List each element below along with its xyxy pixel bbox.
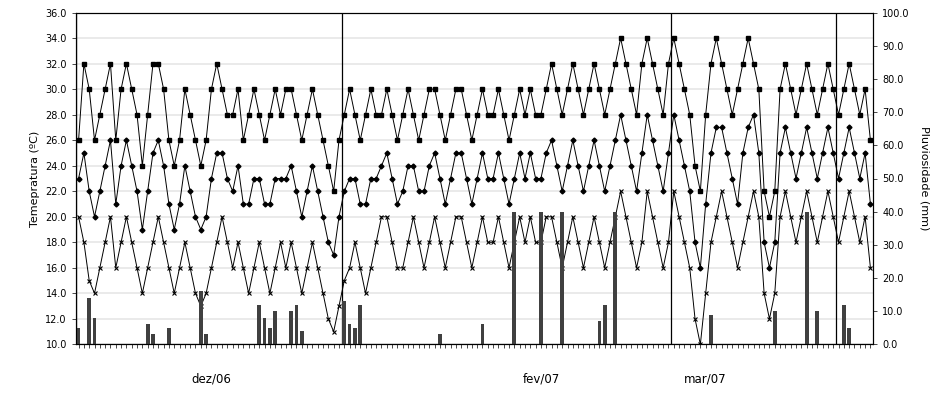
Bar (343, 301, 346, 344)
Bar (805, 212, 809, 344)
Bar (560, 212, 564, 344)
Bar (146, 325, 150, 344)
Text: mar/07: mar/07 (684, 372, 727, 385)
Bar (93, 318, 97, 344)
Bar (359, 304, 363, 344)
Bar (512, 212, 516, 344)
Bar (167, 328, 171, 344)
Text: dez/06: dez/06 (192, 372, 232, 385)
Bar (300, 331, 304, 344)
Bar (847, 328, 851, 344)
Bar (842, 304, 846, 344)
Bar (613, 212, 617, 344)
Bar (273, 311, 277, 344)
Bar (598, 321, 602, 344)
Bar (294, 304, 298, 344)
Bar (77, 328, 81, 344)
Y-axis label: Temepratura (ºC): Temepratura (ºC) (29, 130, 40, 227)
Bar (539, 212, 543, 344)
Text: fev/07: fev/07 (522, 372, 560, 385)
Bar (353, 328, 357, 344)
Bar (347, 325, 351, 344)
Y-axis label: Pluviosidade (mm): Pluviosidade (mm) (919, 126, 929, 231)
Bar (263, 318, 267, 344)
Bar (289, 311, 293, 344)
Bar (87, 298, 91, 344)
Bar (204, 334, 208, 344)
Bar (151, 334, 155, 344)
Bar (257, 304, 261, 344)
Bar (438, 334, 442, 344)
Bar (815, 311, 819, 344)
Bar (709, 315, 713, 344)
Bar (268, 328, 271, 344)
Bar (603, 304, 606, 344)
Bar (480, 325, 484, 344)
Bar (199, 291, 203, 344)
Bar (772, 311, 776, 344)
Legend: Precipitação em 24h, Temperatura Média, Temp. Mín., Temperatura Máxima: Precipitação em 24h, Temperatura Média, … (183, 419, 766, 420)
